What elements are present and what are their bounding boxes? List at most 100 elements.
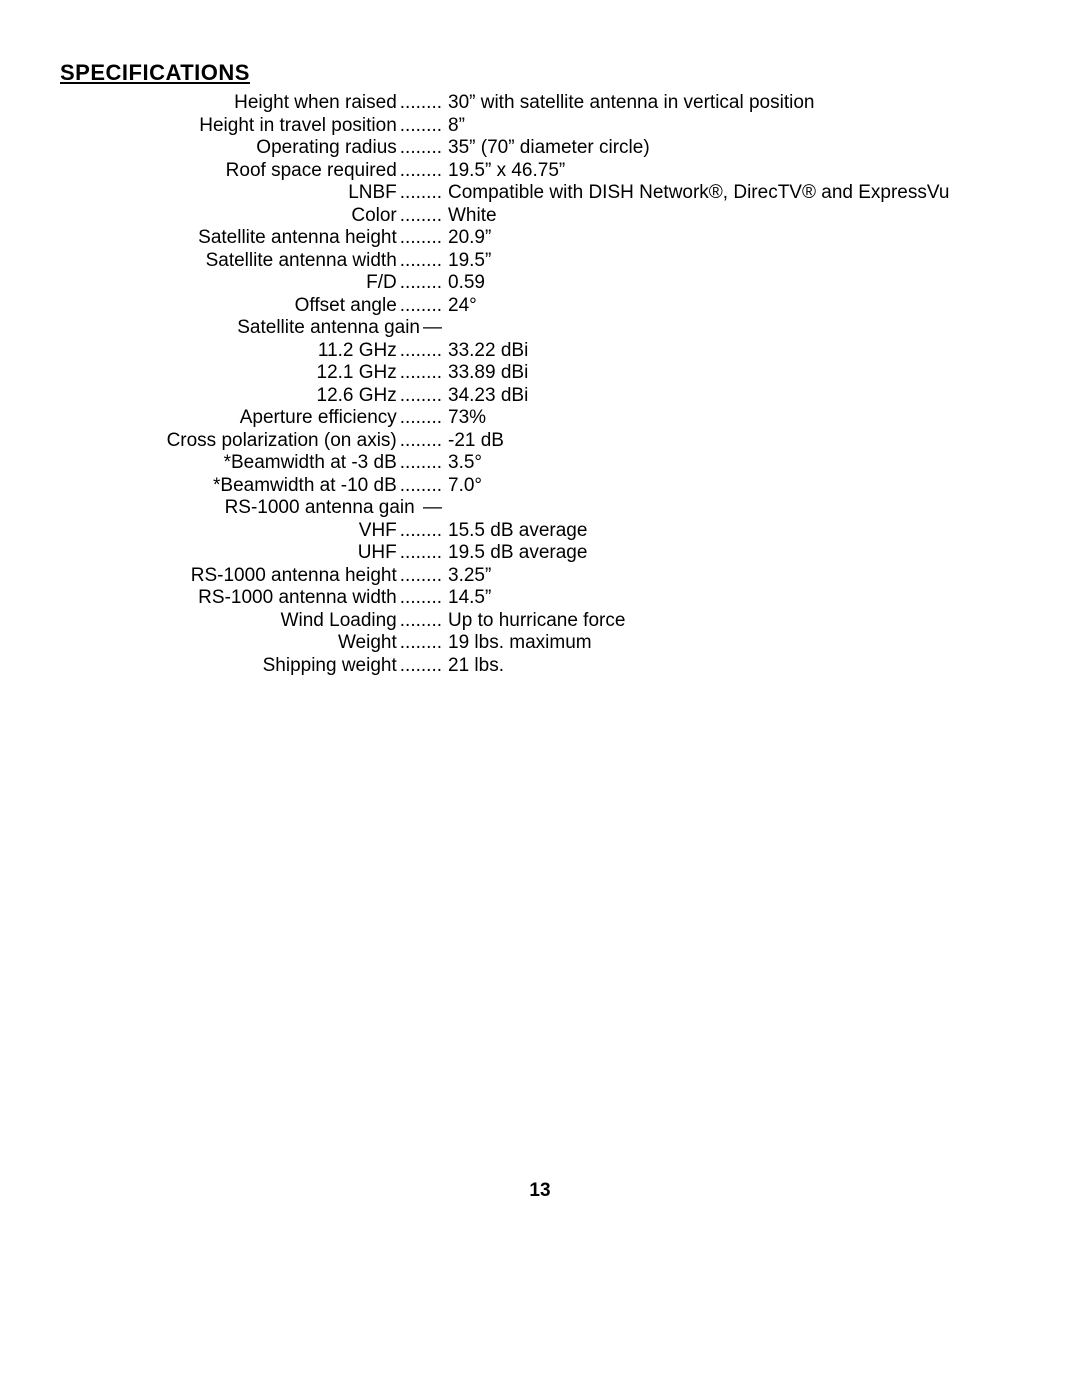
spec-label: F/D........: [60, 272, 442, 295]
spec-value: 15.5 dB average: [442, 520, 587, 543]
spec-separator: ........: [397, 610, 442, 631]
spec-label: Color........: [60, 205, 442, 228]
spec-separator: ........: [397, 632, 442, 653]
spec-label-text: RS-1000 antenna width: [198, 587, 397, 608]
spec-separator: ........: [397, 362, 442, 383]
spec-label-text: 12.6 GHz: [317, 385, 397, 406]
spec-row: VHF........15.5 dB average: [60, 520, 1020, 543]
spec-value: 0.59: [442, 272, 485, 295]
spec-row: RS-1000 antenna gain —: [60, 497, 1020, 520]
spec-row: Shipping weight........21 lbs.: [60, 655, 1020, 678]
spec-value: 35” (70” diameter circle): [442, 137, 650, 160]
page: SPECIFICATIONS Height when raised.......…: [0, 0, 1080, 1397]
spec-label: Height in travel position........: [60, 115, 442, 138]
spec-row: Weight........19 lbs. maximum: [60, 632, 1020, 655]
spec-value: 19.5” x 46.75”: [442, 160, 565, 183]
spec-row: Operating radius........35” (70” diamete…: [60, 137, 1020, 160]
spec-label-text: Wind Loading: [281, 610, 397, 631]
spec-label: Aperture efficiency........: [60, 407, 442, 430]
spec-label: Offset angle........: [60, 295, 442, 318]
spec-value: 24°: [442, 295, 477, 318]
spec-label-text: Color: [351, 205, 396, 226]
spec-row: Satellite antenna gain—: [60, 317, 1020, 340]
spec-separator: ........: [397, 182, 442, 203]
spec-row: 12.6 GHz........34.23 dBi: [60, 385, 1020, 408]
spec-row: LNBF........Compatible with DISH Network…: [60, 182, 1020, 205]
spec-label: RS-1000 antenna height........: [60, 565, 442, 588]
spec-label: Operating radius........: [60, 137, 442, 160]
spec-value: 7.0°: [442, 475, 482, 498]
spec-row: 12.1 GHz........33.89 dBi: [60, 362, 1020, 385]
spec-row: RS-1000 antenna width........14.5”: [60, 587, 1020, 610]
spec-label: Cross polarization (on axis)........: [60, 430, 442, 453]
spec-separator: —: [420, 497, 442, 518]
spec-separator: ........: [397, 655, 442, 676]
specifications-heading: SPECIFICATIONS: [60, 60, 1020, 86]
spec-label: RS-1000 antenna gain —: [60, 497, 442, 520]
spec-label-text: VHF: [359, 520, 397, 541]
spec-row: Roof space required........19.5” x 46.75…: [60, 160, 1020, 183]
spec-row: Color........White: [60, 205, 1020, 228]
spec-label-text: Height when raised: [234, 92, 397, 113]
spec-label: Satellite antenna width........: [60, 250, 442, 273]
spec-label-text: Operating radius: [256, 137, 396, 158]
spec-row: Satellite antenna height........20.9”: [60, 227, 1020, 250]
spec-value: 3.25”: [442, 565, 491, 588]
spec-row: Offset angle........24°: [60, 295, 1020, 318]
spec-value: 14.5”: [442, 587, 491, 610]
spec-separator: ........: [397, 430, 442, 451]
spec-label-text: Height in travel position: [199, 115, 397, 136]
spec-label-text: UHF: [358, 542, 397, 563]
spec-label-text: Satellite antenna height: [198, 227, 397, 248]
spec-label: RS-1000 antenna width........: [60, 587, 442, 610]
spec-separator: ........: [397, 385, 442, 406]
spec-value: Compatible with DISH Network®, DirecTV® …: [442, 182, 949, 205]
spec-label: Satellite antenna height........: [60, 227, 442, 250]
spec-value: 19 lbs. maximum: [442, 632, 592, 655]
spec-value: 20.9”: [442, 227, 491, 250]
spec-label: Height when raised........: [60, 92, 442, 115]
spec-separator: ........: [397, 250, 442, 271]
spec-row: *Beamwidth at -10 dB........7.0°: [60, 475, 1020, 498]
spec-label: Shipping weight........: [60, 655, 442, 678]
spec-label: *Beamwidth at -3 dB........: [60, 452, 442, 475]
spec-label-text: Satellite antenna width: [206, 250, 397, 271]
spec-value: 30” with satellite antenna in vertical p…: [442, 92, 814, 115]
spec-label: VHF........: [60, 520, 442, 543]
spec-label: 12.6 GHz........: [60, 385, 442, 408]
spec-row: Wind Loading........Up to hurricane forc…: [60, 610, 1020, 633]
spec-value: 21 lbs.: [442, 655, 504, 678]
spec-separator: ........: [397, 542, 442, 563]
spec-separator: ........: [397, 92, 442, 113]
spec-value: 73%: [442, 407, 486, 430]
spec-separator: ........: [397, 407, 442, 428]
spec-separator: ........: [397, 295, 442, 316]
spec-label-text: Shipping weight: [263, 655, 397, 676]
spec-row: UHF........19.5 dB average: [60, 542, 1020, 565]
spec-separator: ........: [397, 587, 442, 608]
spec-separator: ........: [397, 227, 442, 248]
spec-label-text: *Beamwidth at -3 dB: [224, 452, 397, 473]
spec-label: *Beamwidth at -10 dB........: [60, 475, 442, 498]
spec-row: Aperture efficiency........73%: [60, 407, 1020, 430]
spec-separator: ........: [397, 272, 442, 293]
spec-label: Wind Loading........: [60, 610, 442, 633]
spec-label: Weight........: [60, 632, 442, 655]
spec-label-text: Offset angle: [295, 295, 397, 316]
spec-row: *Beamwidth at -3 dB........3.5°: [60, 452, 1020, 475]
spec-value: Up to hurricane force: [442, 610, 625, 633]
spec-row: RS-1000 antenna height........3.25”: [60, 565, 1020, 588]
spec-label: Roof space required........: [60, 160, 442, 183]
spec-label-text: RS-1000 antenna height: [191, 565, 397, 586]
spec-separator: ........: [397, 160, 442, 181]
spec-row: Cross polarization (on axis)........-21 …: [60, 430, 1020, 453]
spec-label-text: Satellite antenna gain: [237, 317, 420, 338]
spec-label-text: Roof space required: [226, 160, 397, 181]
spec-label: Satellite antenna gain—: [60, 317, 442, 340]
spec-separator: ........: [397, 565, 442, 586]
spec-label-text: Weight: [338, 632, 397, 653]
spec-row: Satellite antenna width........19.5”: [60, 250, 1020, 273]
page-number: 13: [0, 1180, 1080, 1202]
spec-separator: ........: [397, 137, 442, 158]
spec-row: Height in travel position........8”: [60, 115, 1020, 138]
